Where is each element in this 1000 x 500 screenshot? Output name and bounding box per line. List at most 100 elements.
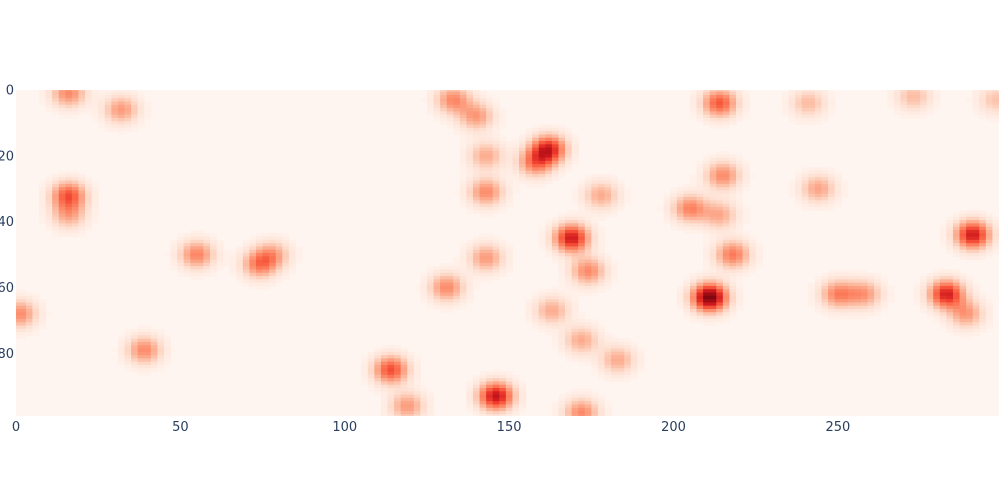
heatmap-cell [512,411,520,415]
heatmap-cell [624,187,632,192]
heatmap-cell [117,90,126,93]
heatmap-cell [124,338,132,343]
heatmap-cell [492,127,500,132]
heatmap-cell [913,98,921,103]
heatmap-cell [735,206,744,211]
heatmap-cell [479,272,487,277]
heatmap-cell [604,332,612,336]
heatmap-cell [472,90,481,93]
heatmap-cell [979,295,987,300]
heatmap-cell [216,253,224,257]
heatmap-cell [729,108,737,112]
heatmap-cell [512,388,520,392]
heatmap-cell [472,164,481,168]
heatmap-cell [591,173,599,178]
heatmap-cell [453,111,461,116]
heatmap-cell [735,229,744,234]
heatmap-cell [499,259,507,264]
heatmap-cell [492,371,500,376]
heatmap-cell [821,308,829,313]
heatmap-cell [144,335,152,340]
heatmap-cell [466,289,474,294]
heatmap-cell [58,210,66,215]
heatmap-cell [926,91,934,96]
heatmap-cell [801,197,809,201]
heatmap-cell [571,256,579,261]
heatmap-cell [709,197,717,201]
heatmap-cell [966,276,974,280]
heatmap-cell [512,374,520,379]
heatmap-cell [729,276,737,280]
heatmap-cell [578,249,586,254]
heatmap-cell [972,101,980,106]
heatmap-cell [229,259,237,264]
heatmap-cell [492,154,500,159]
heatmap-cell [676,305,684,310]
heatmap-cell [387,391,395,396]
heatmap-cell [400,404,408,409]
heatmap-cell [913,285,921,290]
heatmap-cell [104,121,112,126]
heatmap-cell [440,305,448,310]
heatmap-cell [591,216,599,221]
heatmap-cell [578,259,586,264]
heatmap-cell [380,371,389,376]
heatmap-cell [972,318,980,323]
heatmap-cell [992,249,999,254]
heatmap-cell [689,111,698,116]
heatmap-cell [933,98,941,103]
heatmap-cell [486,272,494,277]
heatmap-cell [16,322,20,327]
heatmap-cell [124,332,132,336]
heatmap-cell [966,282,974,287]
heatmap-cell [453,108,461,112]
y-tick-label: 60 [0,281,14,296]
heatmap-cell [400,414,408,416]
heatmap-cell [45,180,53,185]
heatmap-cell [387,371,395,376]
heatmap-cell [150,355,158,359]
heatmap-cell [394,345,402,350]
heatmap-cell [972,328,980,333]
heatmap-cell [959,279,967,284]
heatmap-cell [979,312,987,317]
heatmap-cell [440,302,448,307]
heatmap-cell [256,253,264,257]
heatmap-cell [716,223,724,228]
heatmap-cell [624,374,632,379]
heatmap-cell [729,302,737,307]
heatmap-cell [91,91,99,96]
heatmap-cell [492,200,500,205]
heatmap-cell [486,134,494,139]
heatmap-cell [479,200,487,205]
heatmap-cell [433,299,441,303]
heatmap-cell [453,295,461,300]
heatmap-cell [413,368,421,373]
heatmap-cell [170,256,178,261]
heatmap-cell [492,404,500,409]
heatmap-cell [65,200,73,205]
heatmap-cell [163,338,172,343]
heatmap-cell [821,312,829,317]
heatmap-cell [972,236,980,241]
heatmap-cell [104,104,112,109]
heatmap-cell [492,170,500,175]
heatmap-cell [578,229,586,234]
heatmap-cell [952,312,961,317]
heatmap-cell [834,279,842,284]
heatmap-cell [380,407,389,412]
heatmap-cell [834,183,842,188]
heatmap-cell [814,177,823,182]
heatmap-cell [472,384,481,389]
heatmap-cell [591,411,599,415]
heatmap-cell [966,295,974,300]
heatmap-cell [505,259,514,264]
heatmap-cell [591,256,599,261]
heatmap-cell [170,249,178,254]
heatmap-cell [597,206,606,211]
heatmap-cell [834,187,842,192]
heatmap-cell [992,243,999,248]
heatmap-cell [716,292,724,297]
heatmap-cell [670,200,678,205]
heatmap-cell [486,177,494,182]
